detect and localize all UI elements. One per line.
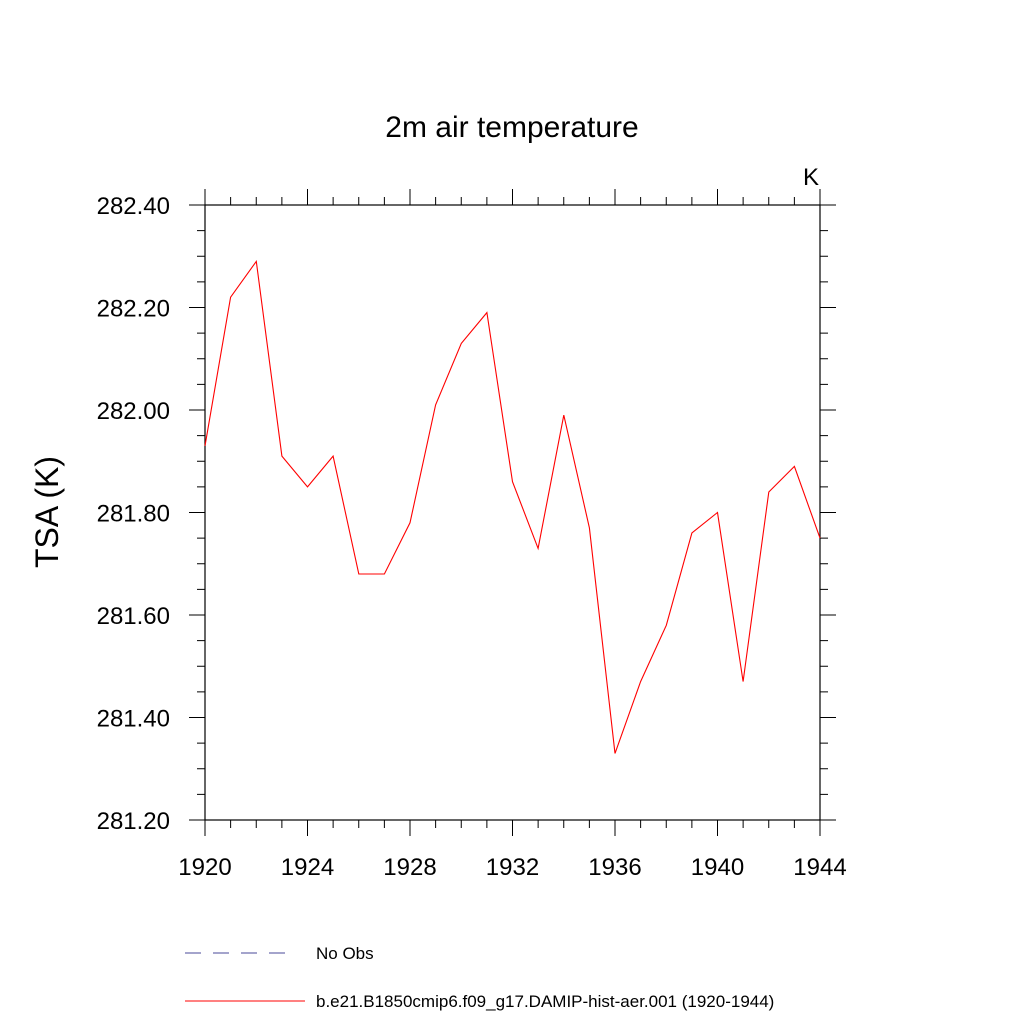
x-tick-label: 1936 xyxy=(588,854,641,881)
y-tick-label: 281.80 xyxy=(97,501,170,528)
y-tick-label: 281.20 xyxy=(97,808,170,835)
series-layer xyxy=(204,259,821,754)
axis-ticks xyxy=(189,189,836,836)
x-tick-label: 1932 xyxy=(486,854,539,881)
x-tick-label: 1924 xyxy=(281,854,334,881)
y-tick-label: 282.00 xyxy=(97,398,170,425)
chart-title: 2m air temperature xyxy=(385,111,638,144)
x-tick-label: 1920 xyxy=(178,854,231,881)
x-tick-label: 1940 xyxy=(691,854,744,881)
tick-labels: 1920 1924 1928 1932 1936 1940 1944 281.20 281.40… xyxy=(97,193,847,881)
legend-label: b.e21.B1850cmip6.f09_g17.DAMIP-hist-aer.… xyxy=(316,992,774,1011)
legend: No Obs b.e21.B1850cmip6.f09_g17.DAMIP-his… xyxy=(185,944,774,1011)
y-tick-label: 282.20 xyxy=(97,296,170,323)
x-tick-label: 1944 xyxy=(793,854,846,881)
x-tick-label: 1928 xyxy=(383,854,436,881)
y-tick-label: 282.40 xyxy=(97,193,170,220)
series-line xyxy=(204,259,821,754)
y-tick-label: 281.60 xyxy=(97,603,170,630)
plot-frame xyxy=(204,204,821,821)
y-axis-label: TSA (K) xyxy=(29,456,65,568)
units-label: K xyxy=(803,164,819,191)
legend-label: No Obs xyxy=(316,944,374,963)
y-tick-label: 281.40 xyxy=(97,706,170,733)
